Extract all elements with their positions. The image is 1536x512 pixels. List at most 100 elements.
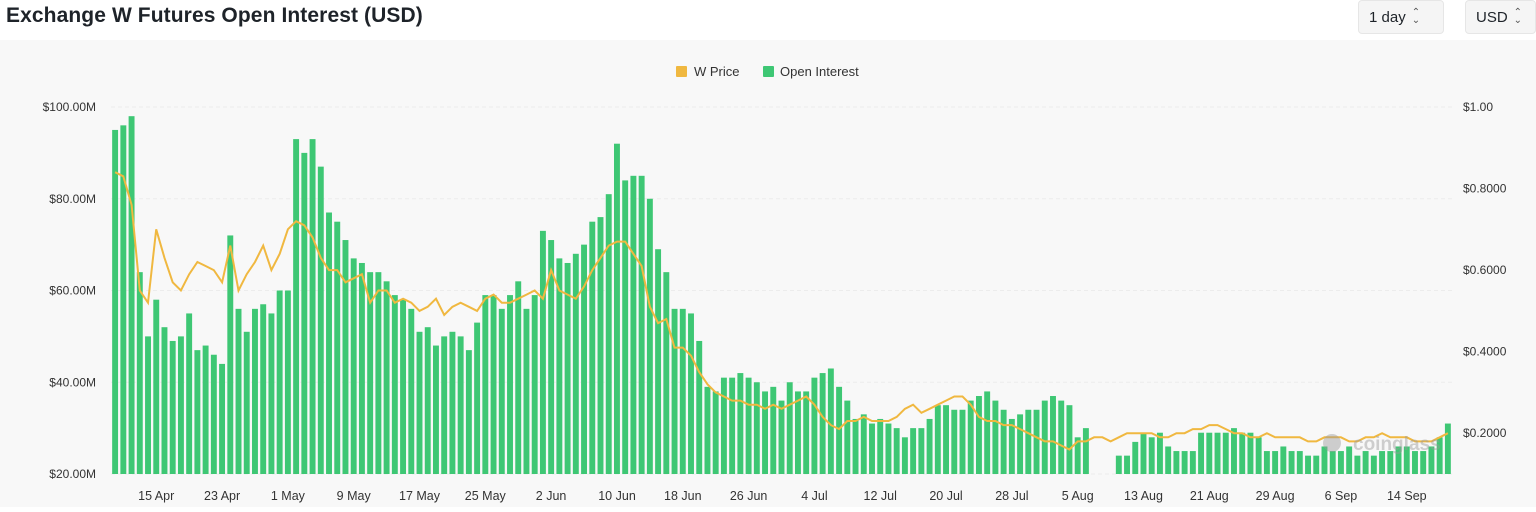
open-interest-bar[interactable] xyxy=(391,295,398,474)
open-interest-bar[interactable] xyxy=(646,198,653,474)
open-interest-bar[interactable] xyxy=(975,396,982,474)
open-interest-bar[interactable] xyxy=(1337,451,1344,474)
open-interest-bar[interactable] xyxy=(811,377,818,474)
open-interest-bar[interactable] xyxy=(638,175,645,474)
open-interest-bar[interactable] xyxy=(688,313,694,474)
open-interest-bar[interactable] xyxy=(490,295,497,474)
open-interest-bar[interactable] xyxy=(1403,446,1410,474)
open-interest-bar[interactable] xyxy=(556,258,563,474)
open-interest-bar[interactable] xyxy=(934,405,941,474)
open-interest-bar[interactable] xyxy=(1050,396,1056,474)
open-interest-bar[interactable] xyxy=(1189,451,1196,474)
open-interest-bar[interactable] xyxy=(1181,451,1188,474)
open-interest-bar[interactable] xyxy=(605,194,612,474)
open-interest-bar[interactable] xyxy=(1140,432,1147,474)
open-interest-bar[interactable] xyxy=(1222,432,1229,474)
open-interest-bar[interactable] xyxy=(474,322,481,474)
open-interest-bar[interactable] xyxy=(1428,446,1435,474)
open-interest-bar[interactable] xyxy=(572,253,579,474)
open-interest-bar[interactable] xyxy=(753,382,760,474)
legend-swatch-oi[interactable] xyxy=(763,66,774,77)
open-interest-bar[interactable] xyxy=(893,428,900,475)
open-interest-bar[interactable] xyxy=(194,350,201,474)
open-interest-bar[interactable] xyxy=(844,400,851,474)
open-interest-bar[interactable] xyxy=(433,345,439,474)
open-interest-bar[interactable] xyxy=(1280,446,1287,474)
open-interest-bar[interactable] xyxy=(301,152,308,475)
open-interest-bar[interactable] xyxy=(367,272,374,474)
open-interest-bar[interactable] xyxy=(169,340,176,474)
open-interest-bar[interactable] xyxy=(655,249,662,474)
open-interest-bar[interactable] xyxy=(1156,432,1163,474)
open-interest-bar[interactable] xyxy=(1362,451,1369,474)
open-interest-bar[interactable] xyxy=(836,386,843,474)
open-interest-bar[interactable] xyxy=(1412,451,1418,474)
open-interest-bar[interactable] xyxy=(260,304,267,474)
open-interest-bar[interactable] xyxy=(729,377,736,474)
open-interest-bar[interactable] xyxy=(1132,441,1139,474)
open-interest-bar[interactable] xyxy=(383,281,390,474)
open-interest-bar[interactable] xyxy=(548,240,555,474)
open-interest-bar[interactable] xyxy=(770,386,777,474)
open-interest-bar[interactable] xyxy=(786,382,793,474)
open-interest-bar[interactable] xyxy=(1436,437,1443,474)
open-interest-bar[interactable] xyxy=(943,405,949,474)
open-interest-bar[interactable] xyxy=(177,336,184,475)
open-interest-bar[interactable] xyxy=(120,125,127,474)
open-interest-bar[interactable] xyxy=(860,414,867,474)
open-interest-bar[interactable] xyxy=(342,240,349,474)
open-interest-bar[interactable] xyxy=(1025,409,1032,474)
open-interest-bar[interactable] xyxy=(663,272,670,474)
open-interest-bar[interactable] xyxy=(350,258,357,474)
open-interest-bar[interactable] xyxy=(630,175,637,474)
open-interest-bar[interactable] xyxy=(1296,451,1303,474)
open-interest-bar[interactable] xyxy=(1444,423,1451,474)
open-interest-bar[interactable] xyxy=(243,331,250,474)
open-interest-bar[interactable] xyxy=(523,308,530,474)
open-interest-bar[interactable] xyxy=(1148,437,1155,474)
open-interest-bar[interactable] xyxy=(252,308,258,474)
open-interest-bar[interactable] xyxy=(268,313,275,474)
open-interest-bar[interactable] xyxy=(186,313,193,474)
open-interest-bar[interactable] xyxy=(762,391,768,474)
open-interest-bar[interactable] xyxy=(1231,428,1237,475)
open-interest-bar[interactable] xyxy=(334,221,341,474)
open-interest-bar[interactable] xyxy=(720,377,727,474)
open-interest-bar[interactable] xyxy=(1387,451,1394,474)
open-interest-bar[interactable] xyxy=(901,437,908,474)
open-interest-bar[interactable] xyxy=(778,400,785,474)
open-interest-bar[interactable] xyxy=(317,166,324,474)
open-interest-bar[interactable] xyxy=(112,129,119,474)
open-interest-bar[interactable] xyxy=(581,244,588,475)
open-interest-bar[interactable] xyxy=(515,281,522,474)
open-interest-bar[interactable] xyxy=(1058,400,1065,474)
open-interest-bar[interactable] xyxy=(926,418,933,474)
open-interest-bar[interactable] xyxy=(235,308,242,474)
legend-label-price[interactable]: W Price xyxy=(694,64,740,79)
open-interest-bar[interactable] xyxy=(1370,455,1377,474)
open-interest-bar[interactable] xyxy=(1000,409,1007,474)
open-interest-bar[interactable] xyxy=(465,350,472,474)
open-interest-bar[interactable] xyxy=(531,295,538,474)
open-interest-bar[interactable] xyxy=(309,139,316,475)
open-interest-bar[interactable] xyxy=(1272,451,1279,474)
open-interest-bar[interactable] xyxy=(794,391,801,474)
open-interest-bar[interactable] xyxy=(1313,455,1320,474)
open-interest-bar[interactable] xyxy=(408,308,415,474)
open-interest-bar[interactable] xyxy=(507,295,513,474)
open-interest-bar[interactable] xyxy=(128,116,135,475)
legend-label-oi[interactable]: Open Interest xyxy=(780,64,859,79)
open-interest-bar[interactable] xyxy=(1082,428,1089,475)
open-interest-bar[interactable] xyxy=(358,262,365,474)
open-interest-bar[interactable] xyxy=(1346,446,1353,474)
open-interest-bar[interactable] xyxy=(827,368,834,474)
open-interest-bar[interactable] xyxy=(400,299,407,474)
open-interest-bar[interactable] xyxy=(959,409,966,474)
open-interest-bar[interactable] xyxy=(745,377,752,474)
open-interest-bar[interactable] xyxy=(210,354,217,474)
open-interest-bar[interactable] xyxy=(1017,414,1024,474)
open-interest-bar[interactable] xyxy=(202,345,209,474)
open-interest-bar[interactable] xyxy=(803,391,810,474)
open-interest-bar[interactable] xyxy=(276,290,283,475)
open-interest-bar[interactable] xyxy=(1288,451,1295,474)
